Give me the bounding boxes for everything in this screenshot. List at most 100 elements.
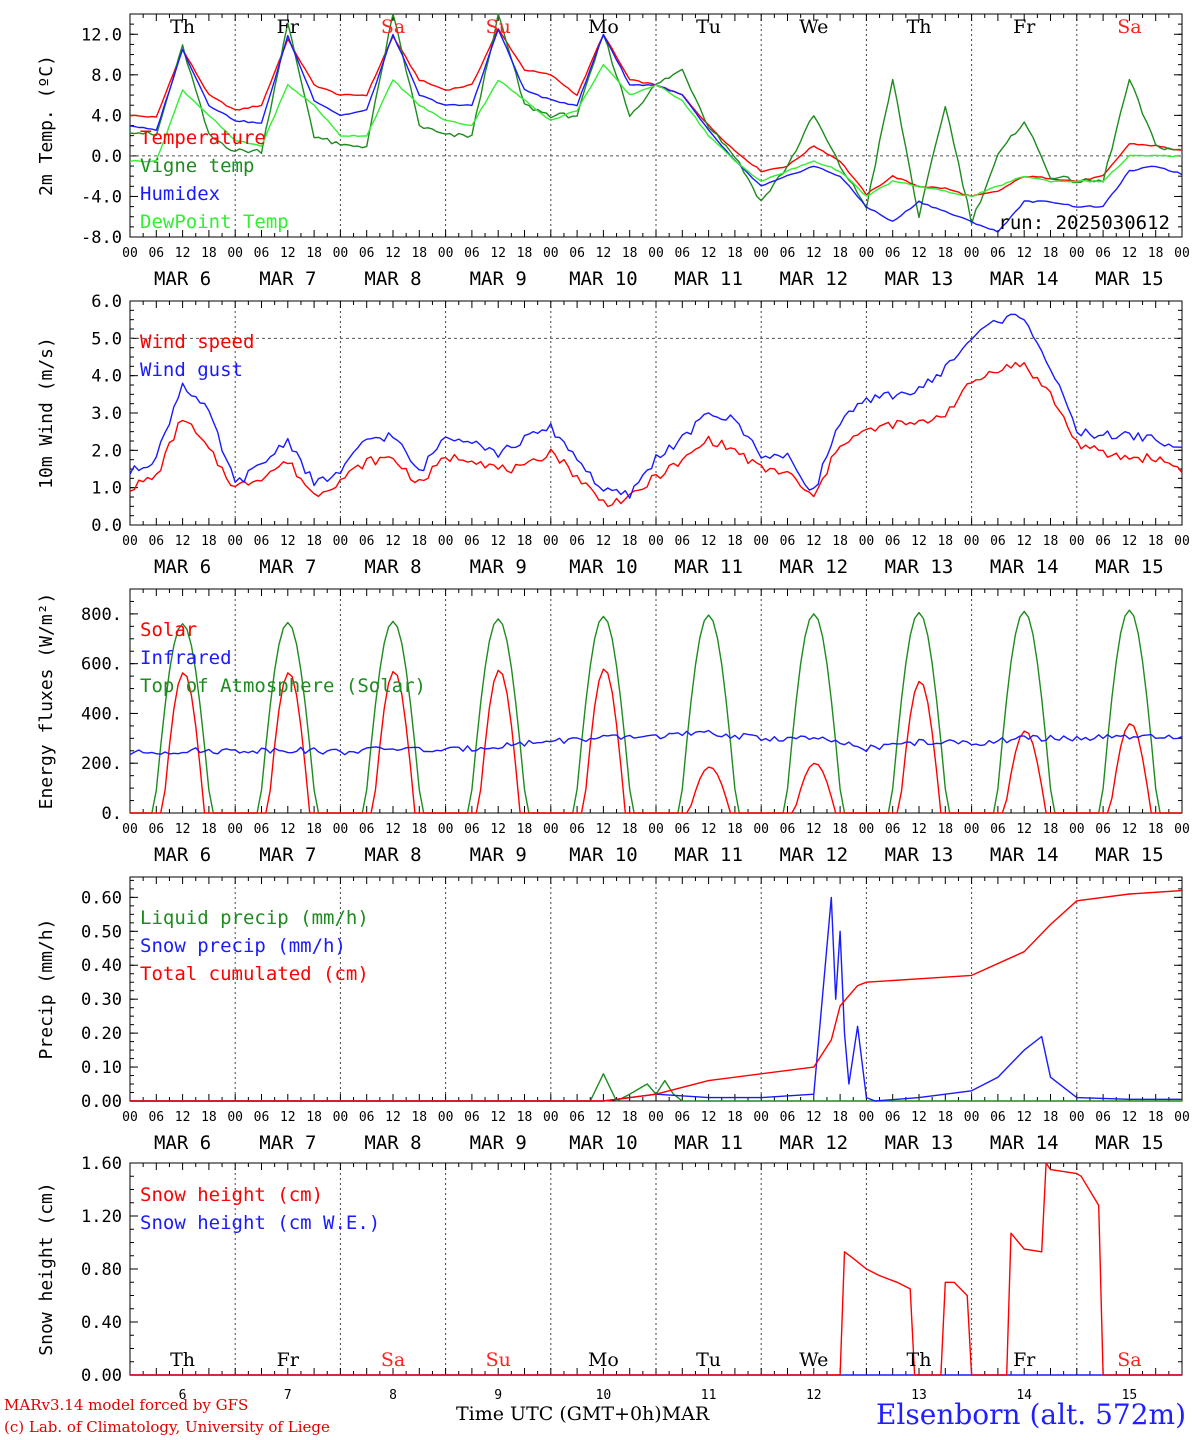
x-hour-label: 00 — [859, 1110, 875, 1125]
x-hour-label: 06 — [885, 1110, 901, 1125]
x-hour-label: 18 — [832, 822, 848, 837]
x-hour-label: 18 — [727, 1110, 743, 1125]
x-date-label: MAR 13 — [885, 268, 954, 290]
x-hour-label: 12 — [911, 246, 927, 261]
x-hour-label: 18 — [306, 822, 322, 837]
y-tick-label: 1.0 — [91, 479, 122, 499]
legend: Liquid precip (mm/h) Snow precip (mm/h) To… — [140, 907, 369, 985]
weekday-label: Sa — [1117, 16, 1141, 38]
legend-entry: Wind gust — [140, 359, 243, 381]
x-hour-label: 12 — [385, 822, 401, 837]
day-number-label: 13 — [911, 1388, 927, 1403]
x-date-label: MAR 14 — [990, 556, 1059, 578]
x-date-label: MAR 8 — [364, 556, 421, 578]
x-hour-label: 00 — [333, 1110, 349, 1125]
x-hour-label: 06 — [569, 246, 585, 261]
x-hour-label: 06 — [1095, 534, 1111, 549]
y-tick-label: -4.0 — [81, 187, 122, 207]
series-line-snow-height-cm- — [130, 1162, 1182, 1376]
y-tick-label: 0.80 — [81, 1260, 122, 1280]
day-number-label: 6 — [179, 1388, 187, 1403]
legend: Temperature Vigne temp Humidex DewPoint Tem… — [140, 127, 289, 233]
x-hour-label: 06 — [1095, 822, 1111, 837]
x-hour-label: 00 — [227, 246, 243, 261]
station-name: Elsenborn (alt. 572m) — [875, 1398, 1186, 1431]
legend-entry: Solar — [140, 619, 197, 641]
x-hour-label: 00 — [438, 246, 454, 261]
x-date-label: MAR 11 — [674, 268, 743, 290]
x-hour-label: 00 — [859, 534, 875, 549]
x-date-label: MAR 15 — [1095, 268, 1164, 290]
x-hour-label: 18 — [517, 534, 533, 549]
x-hour-label: 06 — [990, 822, 1006, 837]
series-line-total-cumulated-cm- — [130, 889, 1183, 1102]
x-hour-label: 00 — [122, 246, 138, 261]
x-date-label: MAR 6 — [154, 844, 211, 866]
x-hour-label: 12 — [385, 246, 401, 261]
series-line-infrared — [129, 729, 1183, 756]
legend-entry: DewPoint Temp — [140, 211, 289, 233]
x-axis-title: Time UTC (GMT+0h)MAR — [456, 1403, 709, 1425]
x-date-label: MAR 10 — [569, 268, 638, 290]
x-hour-label: 12 — [596, 246, 612, 261]
x-hour-label: 06 — [1095, 246, 1111, 261]
x-axis-title-text: Time UTC (GMT+0h) — [456, 1403, 662, 1425]
x-hour-label: 06 — [780, 1110, 796, 1125]
x-hour-label: 12 — [701, 534, 717, 549]
x-hour-label: 06 — [359, 534, 375, 549]
y-tick-label: 0.40 — [81, 956, 122, 976]
x-date-label: MAR 13 — [885, 1132, 954, 1154]
x-hour-label: 00 — [227, 534, 243, 549]
day-number-label: 10 — [596, 1388, 612, 1403]
x-date-label: MAR 11 — [674, 844, 743, 866]
weekday-label: Th — [170, 16, 195, 38]
x-hour-label: 12 — [596, 534, 612, 549]
x-hour-label: 18 — [201, 534, 217, 549]
x-hour-label: 00 — [964, 1110, 980, 1125]
x-hour-label: 18 — [201, 1110, 217, 1125]
x-axis-labels: 00 06 12 18 MAR 6 00 06 12 18 MAR 7 00 06 12 18 MAR 8 0… — [122, 1110, 1190, 1154]
x-date-label: MAR 14 — [990, 844, 1059, 866]
x-hour-label: 18 — [937, 822, 953, 837]
run-annotation: run: 2025030612 — [998, 212, 1170, 234]
x-date-label: MAR 8 — [364, 1132, 421, 1154]
x-hour-label: 00 — [543, 246, 559, 261]
x-axis-labels: 00 06 12 18 MAR 6 00 06 12 18 MAR 7 00 06 12 18 MAR 8 0… — [122, 246, 1190, 290]
x-hour-label: 18 — [1043, 822, 1059, 837]
panel-temperature: -8.0 -4.0 0.0 4.0 8.0 12.0 2m Temp. (ºC) Th Fr Sa… — [36, 13, 1183, 248]
legend-entry: Infrared — [140, 647, 232, 669]
x-hour-label: 18 — [306, 534, 322, 549]
x-hour-label: 06 — [990, 534, 1006, 549]
x-hour-label: 06 — [148, 246, 164, 261]
x-hour-label: 00 — [648, 534, 664, 549]
weekday-label: Fr — [277, 16, 300, 38]
x-hour-label: 06 — [359, 822, 375, 837]
x-hour-label: 00 — [438, 1110, 454, 1125]
x-date-label: MAR 6 — [154, 556, 211, 578]
x-hour-label: 06 — [569, 1110, 585, 1125]
x-hour-label: 18 — [1043, 1110, 1059, 1125]
x-hour-label: 06 — [1095, 1110, 1111, 1125]
x-hour-label: 00 — [227, 1110, 243, 1125]
x-hour-label: 00 — [333, 246, 349, 261]
weekday-label: Tu — [696, 1349, 721, 1371]
x-hour-label: 00 — [1174, 246, 1190, 261]
x-hour-label: 06 — [990, 1110, 1006, 1125]
x-hour-label: 06 — [464, 822, 480, 837]
x-date-label: MAR 9 — [470, 556, 527, 578]
x-hour-label: 12 — [806, 534, 822, 549]
x-hour-label: 06 — [254, 822, 270, 837]
x-hour-label: 18 — [411, 1110, 427, 1125]
legend-entry: Liquid precip (mm/h) — [140, 907, 369, 929]
legend-entry: Snow height (cm W.E.) — [140, 1212, 380, 1234]
x-hour-label: 12 — [1122, 822, 1138, 837]
legend-entry: Top of Atmosphere (Solar) — [140, 675, 426, 697]
x-hour-label: 12 — [175, 534, 191, 549]
x-hour-label: 00 — [1069, 1110, 1085, 1125]
x-hour-label: 00 — [1174, 822, 1190, 837]
credit-line-2: (c) Lab. of Climatology, University of L… — [4, 1418, 330, 1436]
y-tick-label: 4.0 — [91, 106, 122, 126]
y-tick-label: 1.20 — [81, 1207, 122, 1227]
x-hour-label: 00 — [964, 822, 980, 837]
y-tick-label: 600. — [81, 655, 122, 675]
